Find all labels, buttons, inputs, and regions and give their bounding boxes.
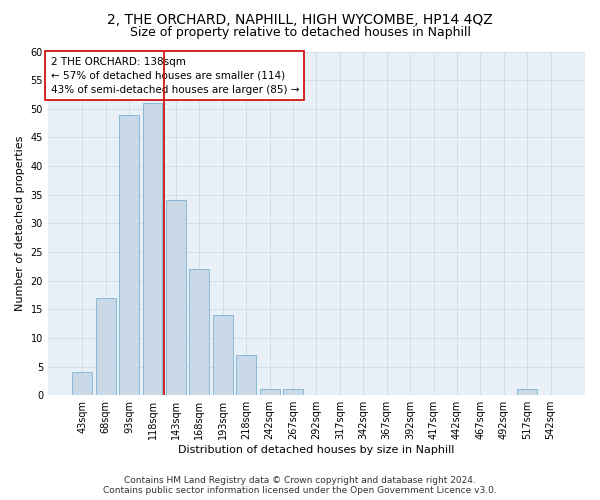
Bar	[236, 355, 256, 395]
Bar	[283, 390, 303, 395]
Text: Contains HM Land Registry data © Crown copyright and database right 2024.
Contai: Contains HM Land Registry data © Crown c…	[103, 476, 497, 495]
Bar	[119, 114, 139, 395]
Bar	[190, 269, 209, 395]
Y-axis label: Number of detached properties: Number of detached properties	[15, 136, 25, 311]
Text: Size of property relative to detached houses in Naphill: Size of property relative to detached ho…	[130, 26, 470, 39]
Bar	[143, 103, 163, 395]
Bar	[96, 298, 116, 395]
X-axis label: Distribution of detached houses by size in Naphill: Distribution of detached houses by size …	[178, 445, 455, 455]
Text: 2 THE ORCHARD: 138sqm
← 57% of detached houses are smaller (114)
43% of semi-det: 2 THE ORCHARD: 138sqm ← 57% of detached …	[50, 56, 299, 94]
Bar	[260, 390, 280, 395]
Bar	[73, 372, 92, 395]
Bar	[517, 390, 537, 395]
Bar	[213, 315, 233, 395]
Bar	[166, 200, 186, 395]
Text: 2, THE ORCHARD, NAPHILL, HIGH WYCOMBE, HP14 4QZ: 2, THE ORCHARD, NAPHILL, HIGH WYCOMBE, H…	[107, 12, 493, 26]
